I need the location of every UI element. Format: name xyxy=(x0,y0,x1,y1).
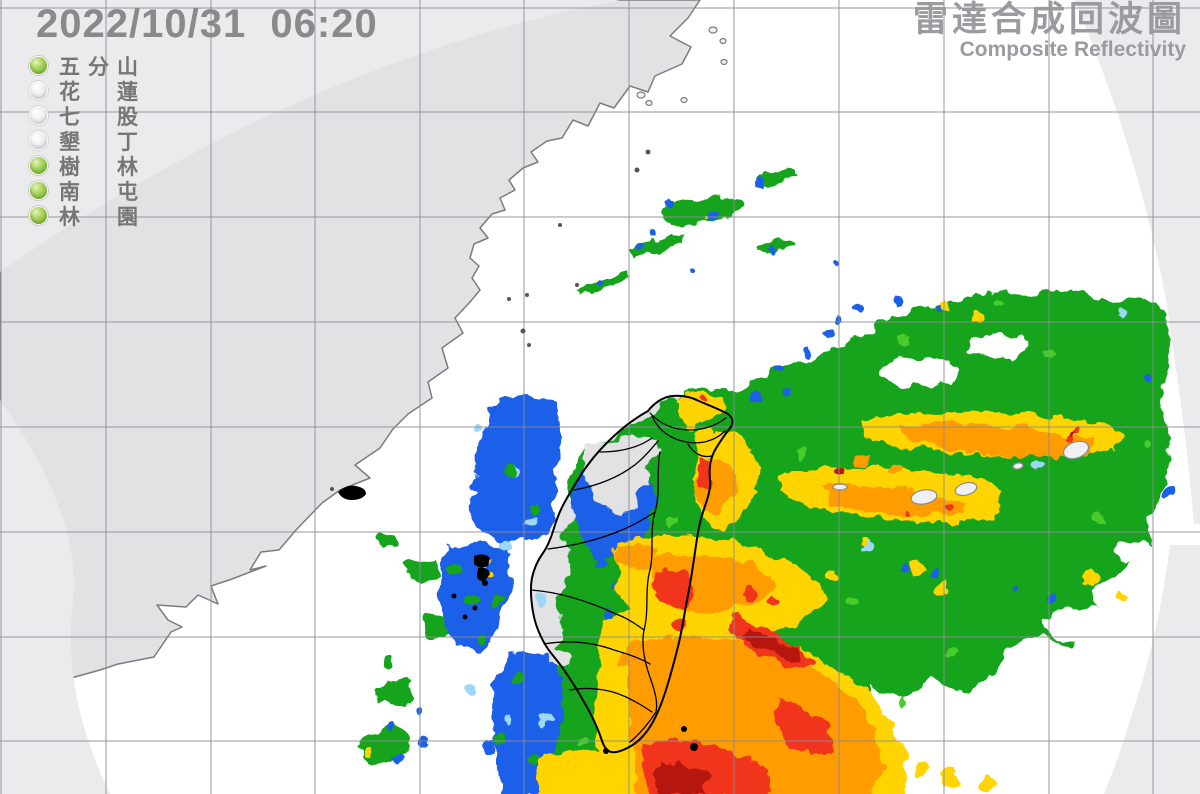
station-label-char: 蓮 xyxy=(117,80,138,104)
title-english: Composite Reflectivity xyxy=(959,38,1186,62)
station-label-char: 園 xyxy=(117,205,138,229)
title-chinese: 雷達合成回波圖 xyxy=(912,0,1186,39)
station-toggle-list: 五分山花蓮七股墾丁樹林南屯林園 xyxy=(30,53,142,229)
station-label-char: 分 xyxy=(88,55,109,79)
station-toggle-icon[interactable] xyxy=(30,207,47,224)
timestamp: 2022/10/31 06:20 xyxy=(36,2,378,46)
station-label-char: 五 xyxy=(59,55,80,79)
station-label-char: 林 xyxy=(59,205,80,229)
station-toggle-icon[interactable] xyxy=(30,132,47,149)
station-label-char: 山 xyxy=(117,55,138,79)
station-toggle-icon[interactable] xyxy=(30,57,47,74)
echoes xyxy=(358,169,1173,794)
station-row-墾丁[interactable]: 墾丁 xyxy=(30,128,142,154)
station-row-樹林[interactable]: 樹林 xyxy=(30,153,142,179)
station-row-七股[interactable]: 七股 xyxy=(30,103,142,129)
station-label-char: 樹 xyxy=(59,155,80,179)
station-label-char: 七 xyxy=(59,105,80,129)
station-label-char: 屯 xyxy=(117,180,138,204)
station-label-char: 股 xyxy=(117,105,138,129)
station-toggle-icon[interactable] xyxy=(30,157,47,174)
station-label-char: 花 xyxy=(59,80,80,104)
station-row-林園[interactable]: 林園 xyxy=(30,203,142,229)
station-label-char: 墾 xyxy=(59,130,80,154)
station-label-char: 南 xyxy=(59,180,80,204)
station-toggle-icon[interactable] xyxy=(30,82,47,99)
station-toggle-icon[interactable] xyxy=(30,182,47,199)
station-toggle-icon[interactable] xyxy=(30,107,47,124)
outlines xyxy=(330,26,1090,754)
station-label-char: 林 xyxy=(117,155,138,179)
map-title: 雷達合成回波圖 Composite Reflectivity xyxy=(913,0,1186,62)
station-row-南屯[interactable]: 南屯 xyxy=(30,178,142,204)
station-row-花蓮[interactable]: 花蓮 xyxy=(30,78,142,104)
station-row-五分山[interactable]: 五分山 xyxy=(30,53,142,79)
station-label-char: 丁 xyxy=(117,130,138,154)
